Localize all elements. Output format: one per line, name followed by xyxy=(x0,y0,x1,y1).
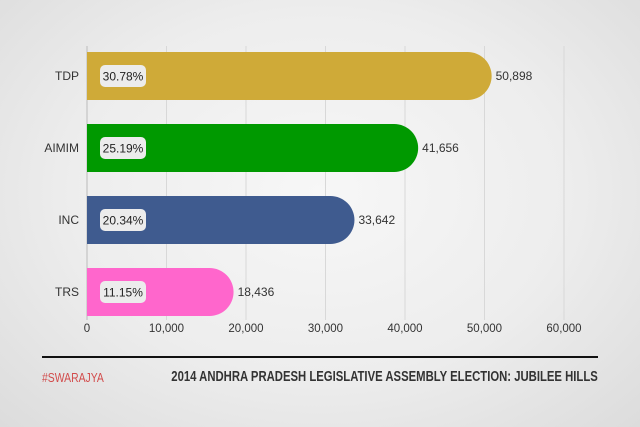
percent-label: 11.15% xyxy=(103,286,143,300)
bar-aimim xyxy=(87,124,419,172)
x-tick-label: 20,000 xyxy=(228,323,263,335)
x-tick-label: 40,000 xyxy=(387,323,422,335)
bar-chart: 0 10,000 20,000 30,000 40,000 50,000 60,000 TDP… xyxy=(44,46,582,335)
category-label: AIMIM xyxy=(44,141,79,155)
category-label: TDP xyxy=(55,69,79,83)
category-label: TRS xyxy=(55,285,79,299)
value-label: 50,898 xyxy=(496,69,533,83)
value-label: 18,436 xyxy=(238,285,275,299)
x-tick-label: 30,000 xyxy=(308,323,343,335)
bar-trs xyxy=(87,268,234,316)
x-tick-label: 0 xyxy=(84,323,90,335)
category-label: INC xyxy=(58,213,79,227)
percent-badge xyxy=(100,281,146,303)
divider xyxy=(42,356,598,358)
percent-badge xyxy=(100,65,146,87)
value-label: 41,656 xyxy=(422,141,459,155)
bar-tdp xyxy=(87,52,492,100)
x-tick-label: 50,000 xyxy=(467,323,502,335)
bar-inc xyxy=(87,196,355,244)
percent-label: 25.19% xyxy=(103,142,144,156)
value-label: 33,642 xyxy=(358,213,395,227)
percent-badge xyxy=(100,209,146,231)
brand-logo: #SWARAJYA xyxy=(42,370,104,385)
percent-badge xyxy=(100,137,146,159)
chart-title: 2014 ANDHRA PRADESH LEGISLATIVE ASSEMBLY… xyxy=(171,369,598,385)
x-tick-label: 10,000 xyxy=(149,323,184,335)
percent-label: 30.78% xyxy=(103,70,144,84)
percent-label: 20.34% xyxy=(103,214,144,228)
x-tick-label: 60,000 xyxy=(546,323,581,335)
